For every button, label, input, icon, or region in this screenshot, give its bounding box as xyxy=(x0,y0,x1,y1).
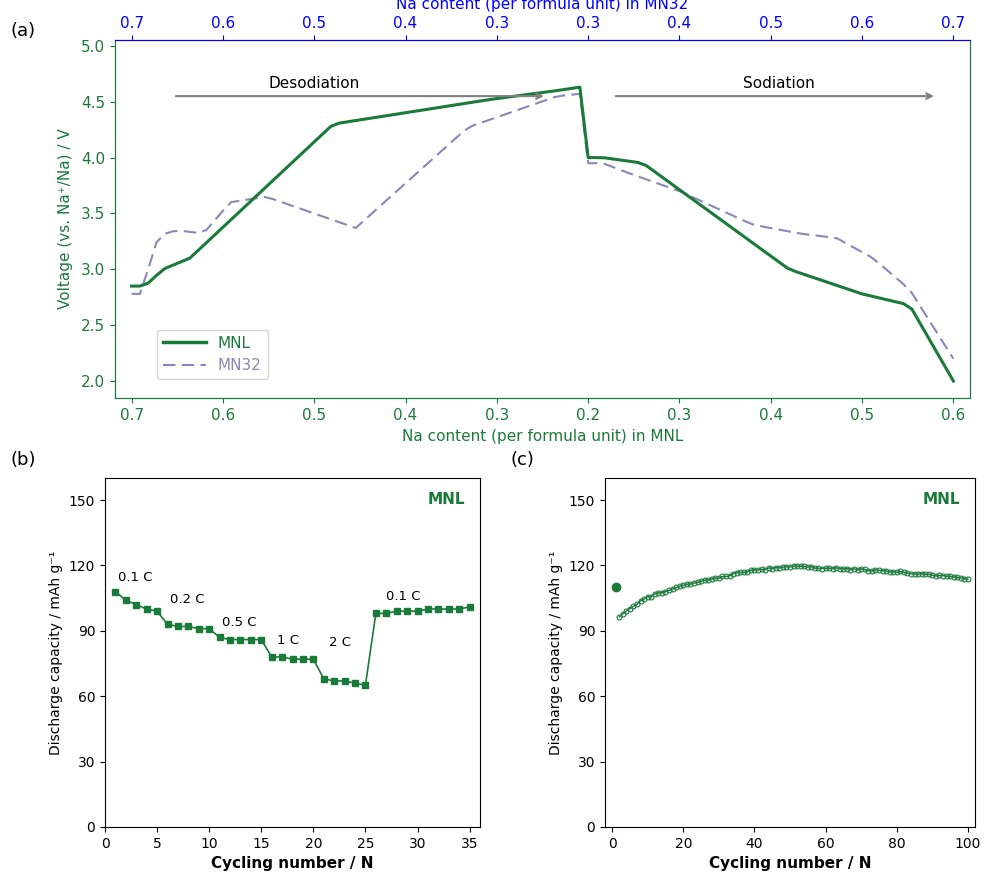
X-axis label: Na content (per formula unit) in MNL: Na content (per formula unit) in MNL xyxy=(402,429,683,444)
Text: (b): (b) xyxy=(10,451,36,469)
Text: 1 C: 1 C xyxy=(277,634,299,647)
Text: MNL: MNL xyxy=(428,493,465,507)
Y-axis label: Discharge capacity / mAh g⁻¹: Discharge capacity / mAh g⁻¹ xyxy=(549,551,563,755)
Y-axis label: Voltage (vs. Na⁺/Na) / V: Voltage (vs. Na⁺/Na) / V xyxy=(58,129,73,309)
Text: Desodiation: Desodiation xyxy=(269,75,360,90)
Text: (a): (a) xyxy=(10,22,35,40)
Text: 0.1 C: 0.1 C xyxy=(118,570,152,584)
Text: Sodiation: Sodiation xyxy=(743,75,815,90)
Text: (c): (c) xyxy=(510,451,534,469)
Text: 0.5 C: 0.5 C xyxy=(222,617,256,629)
Text: 0.1 C: 0.1 C xyxy=(386,590,421,603)
Text: MNL: MNL xyxy=(923,493,960,507)
X-axis label: Na content (per formula unit) in MN32: Na content (per formula unit) in MN32 xyxy=(396,0,689,12)
X-axis label: Cycling number / N: Cycling number / N xyxy=(709,856,871,872)
Text: 2 C: 2 C xyxy=(329,637,351,649)
Text: 0.2 C: 0.2 C xyxy=(170,593,204,605)
X-axis label: Cycling number / N: Cycling number / N xyxy=(211,856,374,872)
Legend: MNL, MN32: MNL, MN32 xyxy=(157,330,268,379)
Y-axis label: Discharge capacity / mAh g⁻¹: Discharge capacity / mAh g⁻¹ xyxy=(49,551,63,755)
